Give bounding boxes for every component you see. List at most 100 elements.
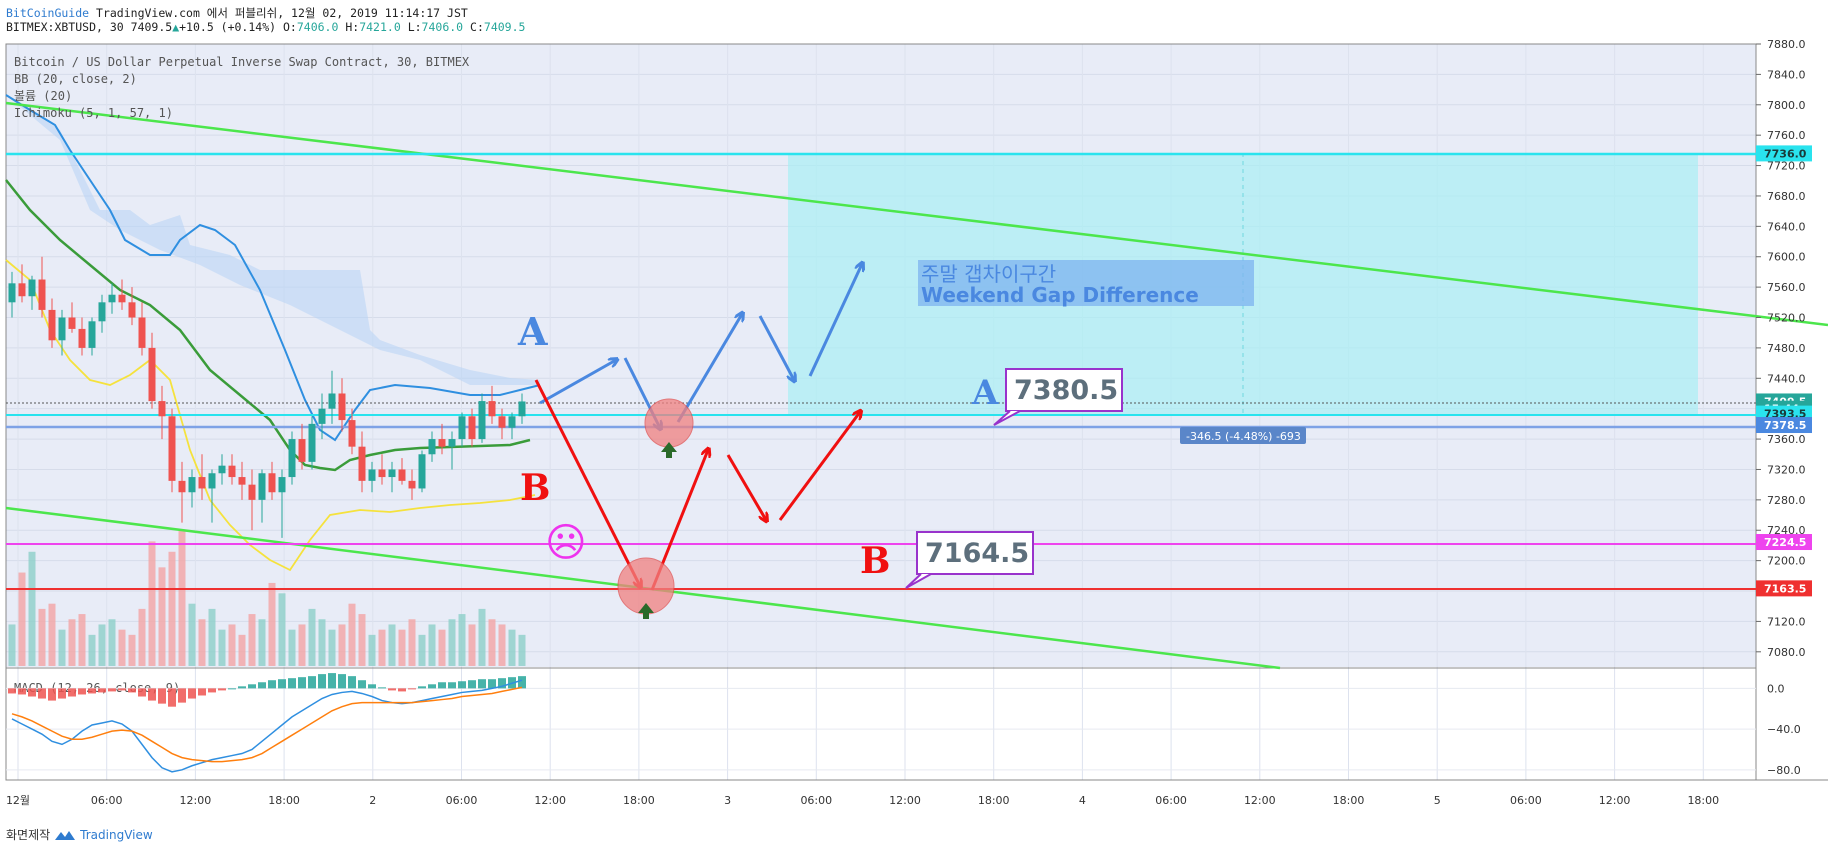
candle-body — [248, 484, 256, 500]
callout-b-pointer — [905, 573, 932, 589]
macd-histogram-bar — [198, 688, 206, 696]
volume-bar — [78, 614, 86, 666]
volume-bar — [148, 541, 156, 666]
macd-histogram-bar — [208, 688, 216, 693]
price-tick-label: 7800.0 — [1767, 99, 1806, 112]
volume-bar — [108, 619, 116, 666]
low-label: L: — [407, 20, 422, 34]
candle-body — [208, 473, 216, 489]
candle-body — [98, 302, 106, 322]
volume-bar — [228, 624, 236, 666]
volume-bar — [378, 629, 386, 666]
price-tick-label: 7320.0 — [1767, 463, 1806, 476]
price-tick-label: 7560.0 — [1767, 281, 1806, 294]
macd-histogram-bar — [498, 678, 506, 689]
volume-bar — [268, 582, 276, 666]
candle-body — [328, 393, 336, 409]
volume-bar — [238, 634, 246, 666]
volume-bar — [138, 608, 146, 666]
volume-bar — [118, 629, 126, 666]
macd-histogram-bar — [28, 688, 36, 697]
macd-tick-label: −40.0 — [1767, 723, 1801, 736]
macd-signal-line — [11, 686, 523, 763]
volume-bar — [248, 614, 256, 666]
volume-bar — [188, 603, 196, 666]
candle-body — [18, 283, 26, 297]
high-label: H: — [345, 20, 360, 34]
macd-histogram-bar — [448, 682, 456, 689]
target-circle-a[interactable] — [644, 398, 694, 448]
volume-bar — [298, 624, 306, 666]
candle-body — [28, 279, 36, 297]
callout-a-pointer — [993, 410, 1021, 426]
callout-a-box[interactable] — [1005, 368, 1123, 412]
volume-bar — [448, 619, 456, 666]
macd-histogram-bar — [238, 686, 246, 689]
tradingview-logo-icon — [55, 830, 76, 840]
candle-body — [318, 408, 326, 424]
price-tick-label: 7760.0 — [1767, 129, 1806, 142]
last-price: 7409.5 — [130, 20, 173, 34]
candle-body — [478, 401, 486, 440]
change-text: +10.5 (+0.14%) — [179, 20, 277, 34]
arrow-b-3 — [726, 454, 766, 520]
candle-body — [508, 416, 516, 428]
volume-bar — [428, 624, 436, 666]
candle-body — [118, 294, 126, 303]
tradingview-link[interactable]: TradingView — [80, 827, 153, 842]
volume-bar — [218, 629, 226, 666]
time-tick-label: 18:00 — [978, 794, 1010, 807]
volume-bar — [38, 608, 46, 666]
candle-body — [338, 393, 346, 421]
brand-link[interactable]: BitCoinGuide — [6, 6, 90, 20]
close-value: 7409.5 — [483, 20, 526, 34]
macd-histogram-bar — [318, 674, 326, 689]
candle-body — [428, 439, 436, 455]
callout-a-letter: A — [971, 373, 999, 413]
price-axis[interactable]: 7880.0 7840.0 7800.0 7760.0 7720.0 7680.0 7640… — [1756, 38, 1812, 659]
callout-b-value: 7164.5 — [925, 538, 1029, 569]
macd-histogram-bar — [248, 684, 256, 689]
candle-body — [108, 294, 116, 303]
time-tick-label: 12:00 — [1599, 794, 1631, 807]
time-tick-label: 18:00 — [1687, 794, 1719, 807]
scenario-a-arrows[interactable] — [539, 264, 862, 428]
bb-lower-line — [5, 259, 536, 572]
price-tick-label: 7720.0 — [1767, 160, 1806, 173]
macd-histogram-bar — [308, 676, 316, 689]
macd-histogram-bar — [258, 682, 266, 689]
macd-histogram-bar — [298, 677, 306, 689]
macd-histogram-bar — [168, 688, 176, 707]
price-label-text: 7736.0 — [1764, 147, 1807, 160]
high-value: 7421.0 — [359, 20, 401, 34]
volume-bar — [468, 624, 476, 666]
measure-label: -346.5 (-4.48%) -693 — [1186, 430, 1301, 443]
legend-volume: 볼륨 (20) — [14, 89, 72, 103]
time-tick-label: 06:00 — [1510, 794, 1542, 807]
candle-body — [218, 465, 226, 474]
macd-histogram-bar — [338, 674, 346, 689]
macd-histogram-bar — [138, 688, 146, 697]
time-axis[interactable]: 12월 06:00 12:00 18:00 2 06:00 12:00 18:00 3 06:00… — [6, 794, 1719, 807]
callout-b-box[interactable] — [916, 531, 1034, 575]
candle-body — [268, 473, 276, 493]
macd-line — [11, 679, 523, 773]
macd-histogram-bar — [188, 688, 196, 699]
zone-label-en: Weekend Gap Difference — [921, 283, 1199, 307]
time-tick-label: 4 — [1079, 794, 1086, 807]
volume-bar — [278, 593, 286, 666]
open-label: O: — [283, 20, 297, 34]
macd-histogram-bar — [348, 676, 356, 689]
measure-label-bg — [1180, 427, 1306, 444]
candle-body — [378, 469, 386, 478]
candle-body — [448, 439, 456, 447]
price-tick-label: 7440.0 — [1767, 372, 1806, 385]
time-tick-label: 12월 — [6, 794, 30, 807]
candle-body — [158, 401, 166, 417]
candle-body — [168, 416, 176, 481]
volume-bar — [28, 551, 36, 666]
channel-upper-line[interactable] — [5, 101, 1828, 327]
up-arrow-b-icon — [638, 603, 654, 619]
up-arrow-a-icon — [661, 442, 677, 458]
